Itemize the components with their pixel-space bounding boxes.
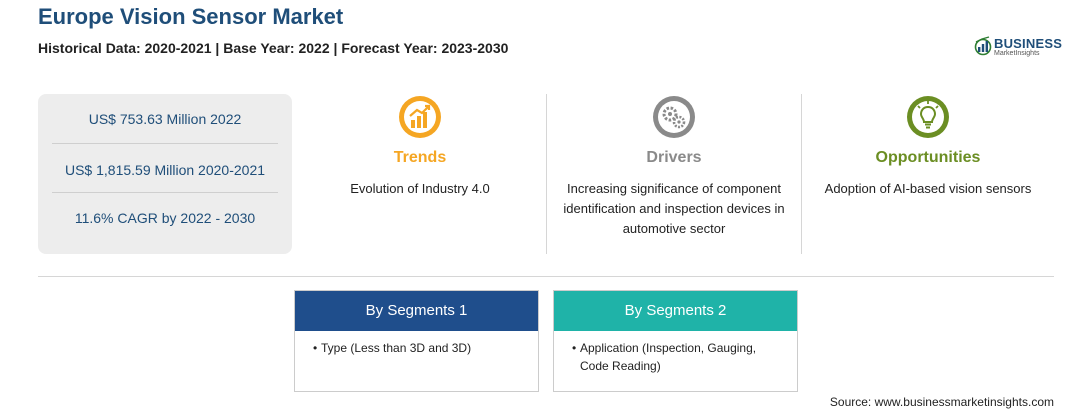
opportunities-column: Opportunities Adoption of AI-based visio… (806, 94, 1050, 254)
lightbulb-icon (907, 96, 949, 138)
trend-chart-icon (399, 96, 441, 138)
segment-2-title: By Segments 2 (554, 291, 797, 331)
bullet-icon: • (313, 341, 318, 355)
logo-name: BUSINESS (994, 36, 1063, 51)
column-divider (801, 94, 802, 254)
stat-divider (52, 143, 278, 144)
market-stats-panel: US$ 753.63 Million 2022 US$ 1,815.59 Mil… (38, 94, 292, 254)
column-divider (546, 94, 547, 254)
stat-market-size-2022: US$ 753.63 Million 2022 (88, 111, 242, 127)
segment-1-list: • Type (Less than 3D and 3D) (295, 331, 538, 357)
trends-heading: Trends (393, 149, 447, 166)
opportunities-text: Adoption of AI-based vision sensors (824, 181, 1032, 196)
trends-column: Trends Evolution of Industry 4.0 (302, 94, 538, 254)
source-credit: Source: www.businessmarketinsights.com (829, 395, 1054, 409)
segment-card-2: By Segments 2 • Application (Inspection, … (553, 290, 798, 392)
segment-card-1: By Segments 1 • Type (Less than 3D and 3D… (294, 290, 539, 392)
segment-1-item: Type (Less than 3D and 3D) (321, 341, 472, 355)
stat-market-size-historical: US$ 1,815.59 Million 2020-2021 (64, 162, 266, 178)
stat-divider (52, 192, 278, 193)
page-subtitle: Historical Data: 2020-2021 | Base Year: … (38, 40, 509, 56)
gears-icon (653, 96, 695, 138)
section-divider (38, 276, 1054, 277)
opportunities-heading: Opportunities (875, 149, 981, 166)
trends-text: Evolution of Industry 4.0 (350, 181, 490, 196)
drivers-text: Increasing significance of component ide… (563, 181, 785, 236)
stat-cagr: 11.6% CAGR by 2022 - 2030 (74, 210, 256, 226)
logo-tagline: MarketInsights (994, 50, 1040, 57)
bullet-icon: • (572, 341, 577, 355)
segment-1-title: By Segments 1 (295, 291, 538, 331)
segment-2-list: • Application (Inspection, Gauging, Code … (554, 331, 797, 375)
globe-chart-icon (974, 36, 992, 56)
drivers-column: Drivers Increasing significance of compo… (552, 94, 796, 254)
page-title: Europe Vision Sensor Market (38, 4, 344, 29)
drivers-heading: Drivers (646, 149, 702, 166)
brand-logo: BUSINESS MarketInsights (974, 34, 1064, 60)
segment-2-item: Application (Inspection, Gauging, Code R… (580, 341, 757, 373)
